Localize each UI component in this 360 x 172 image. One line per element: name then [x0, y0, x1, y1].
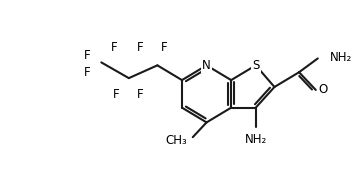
- Text: F: F: [137, 88, 144, 101]
- Text: S: S: [252, 59, 260, 72]
- Text: O: O: [318, 83, 327, 96]
- Text: F: F: [111, 41, 117, 54]
- Text: CH₃: CH₃: [165, 134, 187, 147]
- Text: N: N: [202, 59, 211, 72]
- Text: F: F: [113, 88, 120, 101]
- Text: F: F: [84, 66, 91, 79]
- Text: F: F: [84, 49, 91, 62]
- Text: NH₂: NH₂: [245, 133, 267, 146]
- Text: NH₂: NH₂: [329, 51, 352, 64]
- Text: F: F: [161, 41, 167, 54]
- Text: F: F: [137, 41, 144, 54]
